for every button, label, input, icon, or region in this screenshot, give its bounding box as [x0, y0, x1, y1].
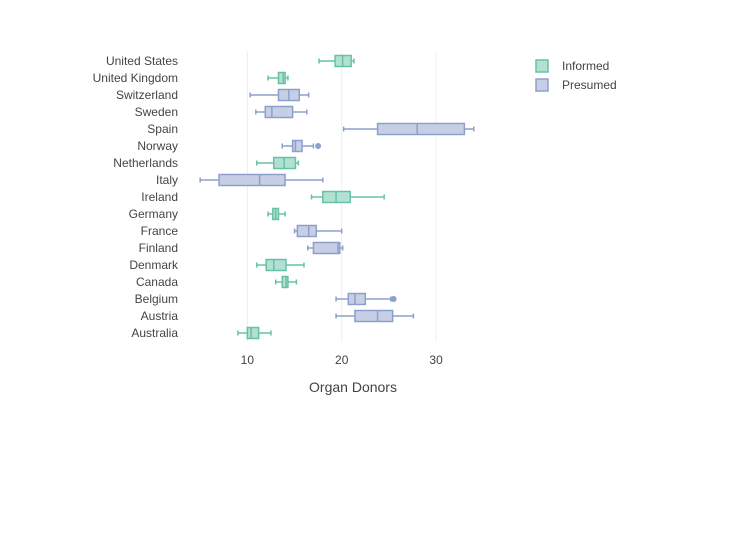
- box-presumed-switzerland: [249, 88, 310, 102]
- x-tick-label-10: 10: [241, 353, 255, 367]
- box-presumed-spain: [342, 122, 475, 136]
- outlier-point: [315, 143, 322, 149]
- box-iqr: [265, 258, 287, 272]
- box-iqr: [296, 224, 317, 238]
- box-informed-united-kingdom: [267, 71, 289, 85]
- y-tick-label-australia: Australia: [131, 326, 178, 340]
- box-informed-canada: [274, 275, 298, 289]
- box-presumed-france: [293, 224, 343, 238]
- y-tick-label-switzerland: Switzerland: [116, 88, 178, 102]
- box-presumed-italy: [199, 173, 324, 187]
- box-informed-united-states: [318, 54, 355, 68]
- y-tick-label-finland: Finland: [139, 241, 178, 255]
- y-tick-label-netherlands: Netherlands: [113, 156, 178, 170]
- box-presumed-norway: [281, 139, 322, 153]
- legend-item-informed: Informed: [535, 59, 609, 73]
- y-tick-label-denmark: Denmark: [129, 258, 179, 272]
- box-informed-germany: [267, 207, 286, 221]
- box-presumed-sweden: [255, 105, 308, 119]
- box-informed-netherlands: [256, 156, 300, 170]
- legend-item-presumed: Presumed: [535, 78, 617, 92]
- legend-label-informed: Informed: [562, 59, 609, 73]
- box-plots: [199, 54, 475, 340]
- y-tick-label-norway: Norway: [137, 139, 178, 153]
- box-iqr: [277, 71, 286, 85]
- y-tick-label-france: France: [141, 224, 179, 238]
- box-iqr: [347, 292, 367, 306]
- y-tick-label-united-states: United States: [106, 54, 178, 68]
- box-iqr: [264, 105, 294, 119]
- box-presumed-finland: [306, 241, 344, 255]
- y-tick-label-ireland: Ireland: [141, 190, 178, 204]
- y-tick-labels: Australia Austria Belgium Canada Denmark Finl…: [93, 54, 179, 340]
- box-presumed-austria: [335, 309, 415, 323]
- box-informed-australia: [237, 326, 272, 340]
- y-tick-label-germany: Germany: [129, 207, 178, 221]
- outlier-point: [390, 296, 397, 302]
- box-informed-denmark: [256, 258, 305, 272]
- y-tick-label-belgium: Belgium: [135, 292, 178, 306]
- x-tick-label-30: 30: [429, 353, 443, 367]
- y-tick-label-sweden: Sweden: [135, 105, 178, 119]
- box-iqr: [354, 309, 394, 323]
- y-tick-label-united-kingdom: United Kingdom: [93, 71, 178, 85]
- box-iqr: [218, 173, 286, 187]
- legend-swatch-informed: [535, 59, 549, 73]
- y-tick-label-austria: Austria: [141, 309, 179, 323]
- box-iqr: [281, 275, 289, 289]
- x-tick-label-20: 20: [335, 353, 349, 367]
- legend-label-presumed: Presumed: [562, 78, 617, 92]
- box-iqr: [312, 241, 341, 255]
- y-tick-label-spain: Spain: [147, 122, 178, 136]
- box-informed-ireland: [310, 190, 385, 204]
- box-iqr: [246, 326, 260, 340]
- legend-swatch-presumed: [535, 78, 549, 92]
- box-iqr: [291, 139, 303, 153]
- y-tick-label-canada: Canada: [136, 275, 178, 289]
- box-presumed-belgium: [335, 292, 397, 306]
- y-tick-label-italy: Italy: [156, 173, 178, 187]
- x-axis-title: Organ Donors: [309, 379, 397, 395]
- x-tick-labels: 10 20 30: [241, 353, 443, 367]
- legend: Informed Presumed: [535, 59, 617, 92]
- box-iqr: [376, 122, 466, 136]
